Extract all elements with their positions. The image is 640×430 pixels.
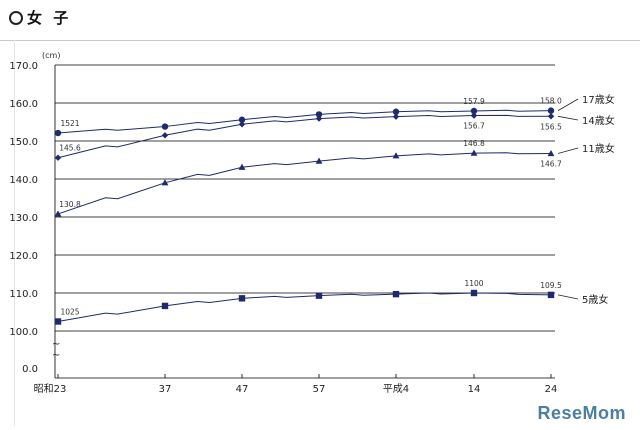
data-point (392, 113, 400, 120)
data-point (238, 121, 246, 128)
data-point (392, 108, 400, 115)
data-point (54, 210, 62, 217)
series-label-leader (557, 98, 579, 111)
data-label: 109.5 (540, 281, 562, 290)
axis-break-mark: ~ (52, 350, 60, 361)
series-label: 17歳女 (582, 93, 615, 106)
data-point (470, 289, 478, 297)
series-label: 5歳女 (582, 293, 608, 306)
x-tick-label: 47 (236, 384, 249, 395)
data-point (392, 152, 400, 159)
y-tick-label: 140.0 (9, 175, 38, 186)
data-point (161, 132, 169, 139)
data-label: 1100 (464, 279, 483, 288)
y-tick-label: 120.0 (9, 251, 38, 262)
data-point (547, 107, 555, 114)
data-point (315, 292, 323, 299)
x-tick-label: 24 (545, 384, 558, 395)
data-label: 1521 (60, 119, 79, 128)
page-title: 女 子 (27, 9, 72, 27)
data-point (238, 295, 246, 302)
axis-break-mark: ~ (52, 339, 60, 350)
y-tick-label: 170.0 (9, 61, 38, 72)
data-point (161, 302, 169, 310)
series-label-leader (557, 115, 579, 121)
watermark-logo: ReseMom (537, 403, 626, 423)
data-point (54, 318, 62, 325)
series-label: 11歳女 (582, 142, 615, 155)
data-label: 130.8 (59, 200, 81, 209)
series-line (57, 152, 552, 215)
y-tick-label: 150.0 (9, 137, 38, 148)
data-point (392, 290, 400, 298)
page-header: 女 子 (0, 0, 640, 41)
data-point (470, 107, 478, 115)
series-label-leader (557, 147, 579, 154)
data-point (547, 149, 555, 157)
circle-bullet-icon (9, 11, 23, 25)
data-label: 146.8 (463, 139, 485, 148)
y-unit-label: (cm) (42, 51, 60, 60)
data-point (315, 115, 323, 122)
y-tick-label: 110.0 (9, 289, 38, 300)
x-tick-label: 14 (468, 384, 481, 395)
data-point (315, 157, 323, 164)
y-tick-label: 100.0 (9, 327, 38, 338)
data-label: 1025 (60, 308, 79, 317)
data-point (161, 123, 169, 130)
data-label: 146.7 (540, 160, 562, 169)
series-line (57, 292, 552, 322)
y-tick-label: 130.0 (9, 213, 38, 224)
data-point (547, 113, 555, 120)
data-point (161, 179, 169, 186)
data-label: 158.0 (540, 97, 562, 106)
data-point (54, 129, 62, 137)
y-tick-label: 160.0 (9, 99, 38, 110)
data-point (470, 149, 478, 156)
data-point (54, 154, 62, 161)
data-point (315, 111, 323, 118)
data-point (470, 112, 478, 119)
y-tick-label: 0.0 (22, 364, 38, 375)
data-label: 156.5 (540, 122, 562, 131)
x-tick-label: 平成4 (383, 383, 409, 395)
data-label: 145.6 (59, 144, 81, 153)
x-tick-label: 37 (159, 384, 172, 395)
x-tick-label: 57 (313, 384, 326, 395)
data-label: 156.7 (463, 122, 485, 131)
x-tick-label: 昭和23 (34, 383, 67, 395)
series-label-leader (557, 294, 579, 300)
series-label: 14歳女 (582, 114, 615, 127)
data-point (238, 116, 246, 123)
data-label: 157.9 (463, 97, 485, 106)
data-point (547, 291, 555, 299)
chart-frame (14, 40, 635, 426)
data-point (238, 163, 246, 170)
